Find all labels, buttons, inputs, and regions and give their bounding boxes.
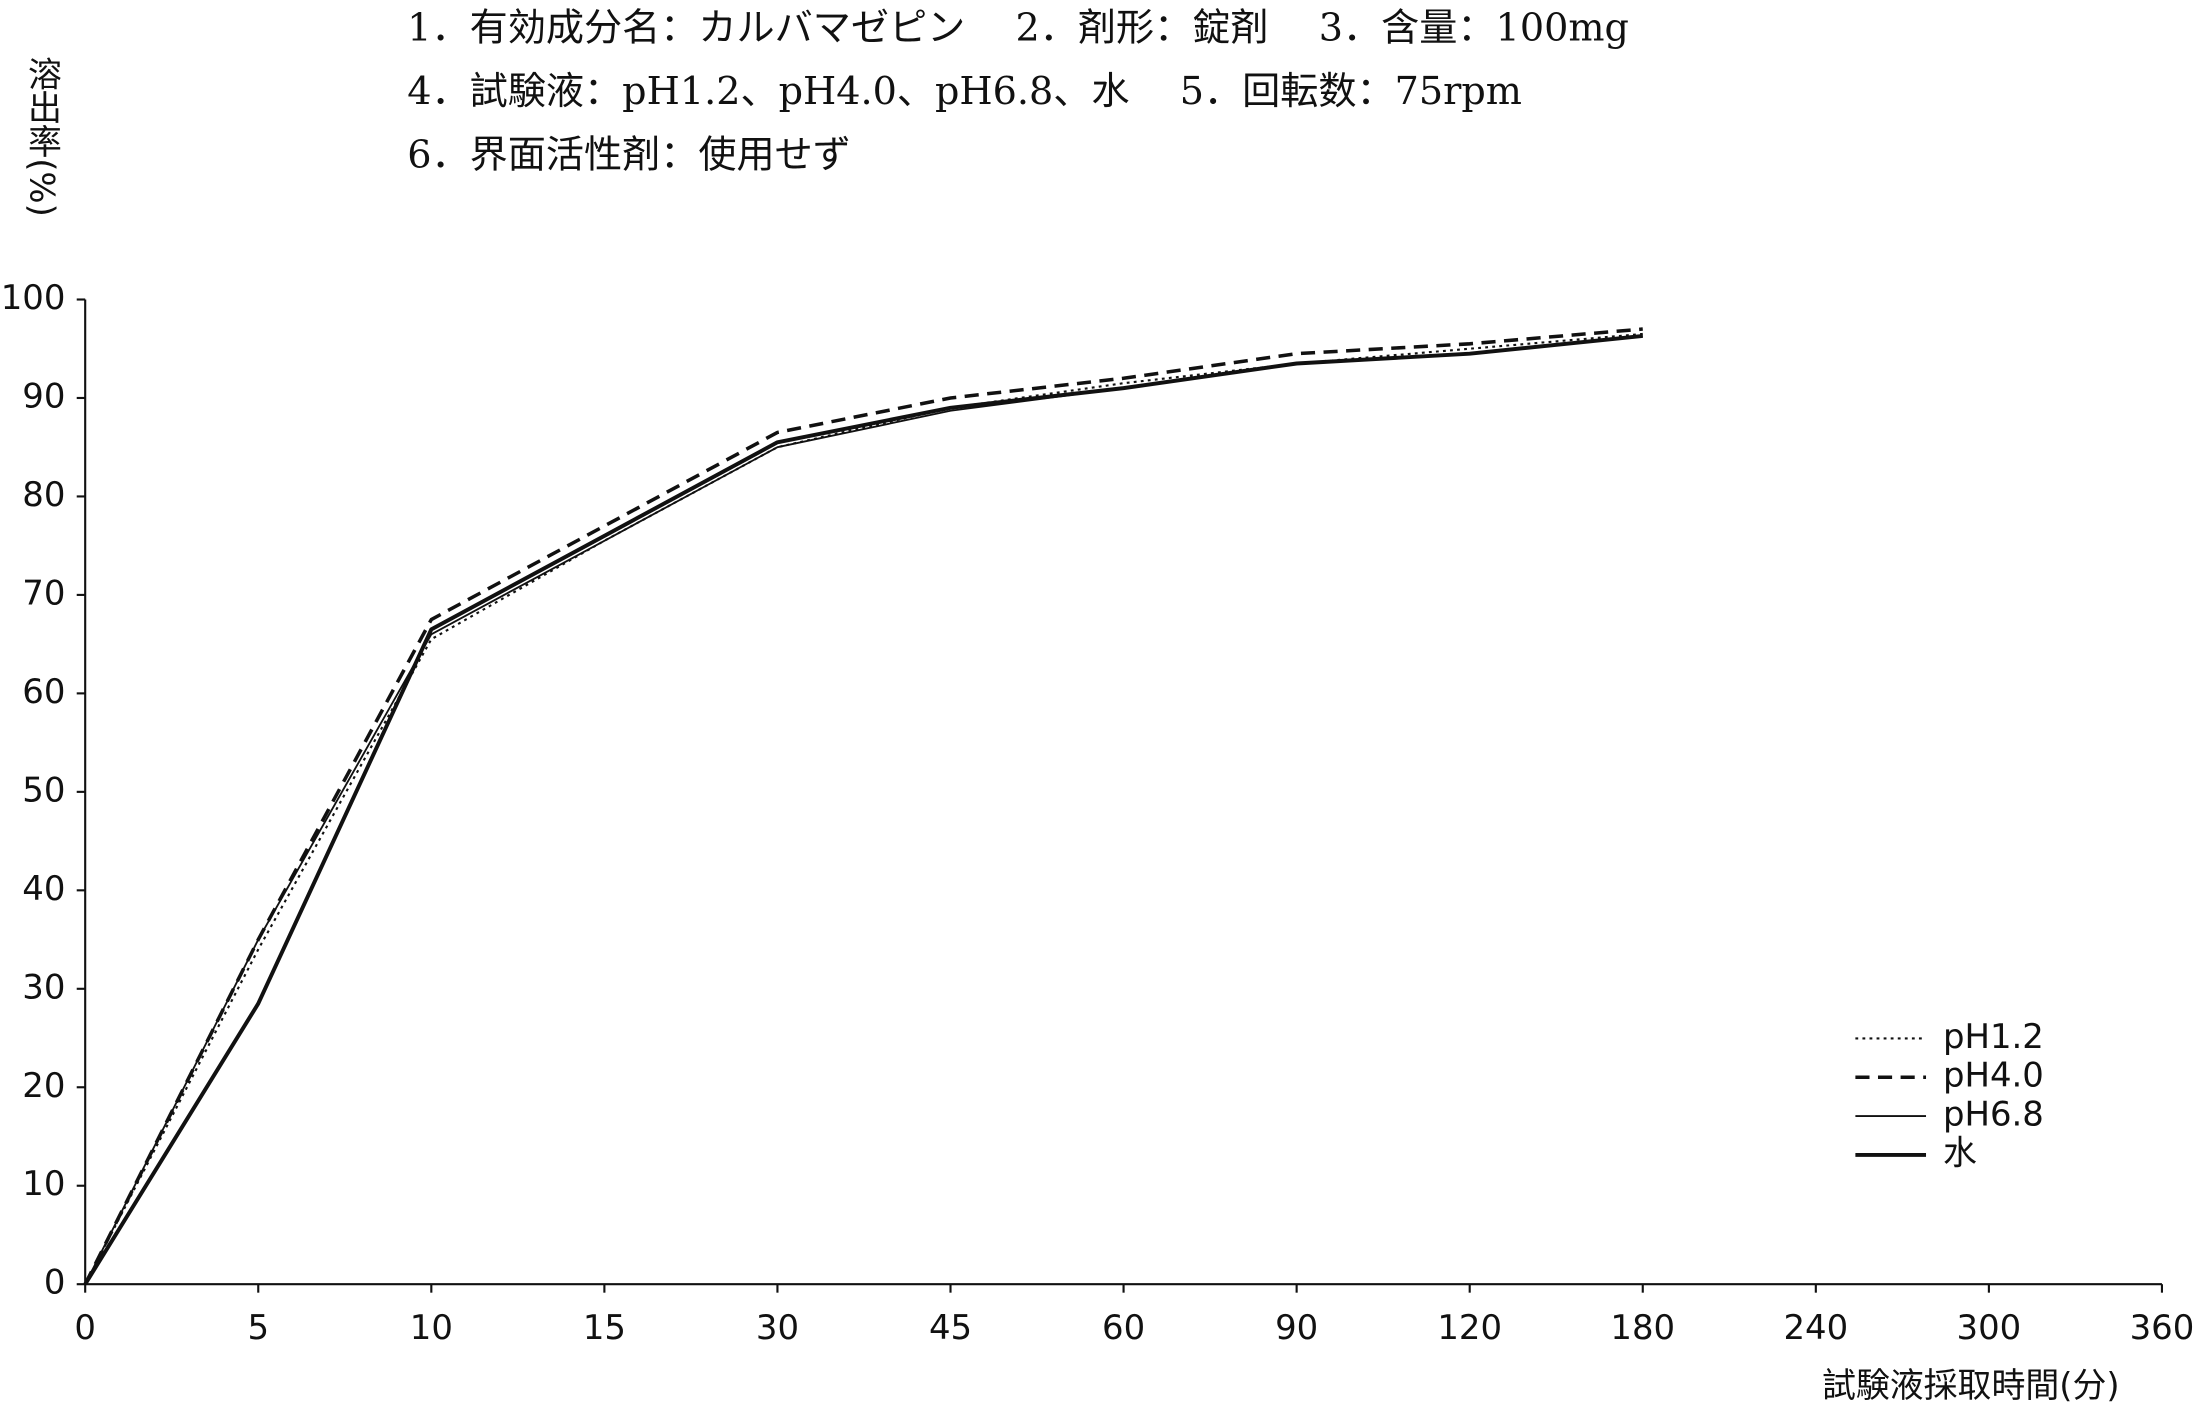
x-tick-label: 300 [1957, 1308, 2022, 1347]
y-tick-label: 20 [22, 1066, 65, 1105]
x-axis-label: 試験液採取時間(分) [1822, 1366, 2120, 1405]
x-tick-label: 45 [929, 1308, 972, 1347]
x-tick-label: 120 [1437, 1308, 1502, 1347]
x-tick-label: 240 [1783, 1308, 1848, 1347]
x-tick-label: 60 [1102, 1308, 1145, 1347]
legend-label: pH4.0 [1943, 1056, 2044, 1095]
chart-title: 6．界面活性剤：使用せず [407, 133, 851, 177]
x-tick-label: 5 [247, 1308, 269, 1347]
data-line [83, 327, 1643, 1285]
legend-label: pH6.8 [1943, 1095, 2044, 1134]
x-tick-label: 90 [1275, 1308, 1318, 1347]
x-tick-label: 15 [583, 1308, 626, 1347]
y-tick-label: 40 [22, 869, 65, 908]
y-tick-label: 50 [22, 770, 65, 809]
data-line [84, 332, 1643, 1285]
x-tick-label: 180 [1610, 1308, 1675, 1347]
x-tick-label: 360 [2130, 1308, 2195, 1347]
data-line [84, 335, 1643, 1285]
y-tick-label: 0 [44, 1263, 66, 1302]
legend-label: 水 [1943, 1133, 1977, 1172]
chart-title: 4．試験液：pH1.2、pH4.0、pH6.8、水 5．回転数：75rpm [407, 69, 1522, 113]
y-tick-label: 10 [22, 1164, 65, 1203]
y-tick-label: 90 [22, 376, 65, 415]
x-tick-label: 10 [410, 1308, 453, 1347]
data-line [83, 333, 1643, 1286]
x-tick-label: 0 [74, 1308, 96, 1347]
y-axis-label: 溶出率(%) [22, 56, 61, 217]
y-tick-label: 30 [22, 967, 65, 1006]
x-tick-label: 30 [756, 1308, 799, 1347]
y-tick-label: 70 [22, 573, 65, 612]
y-tick-label: 100 [1, 278, 66, 317]
y-tick-label: 80 [22, 475, 65, 514]
y-tick-label: 60 [22, 672, 65, 711]
chart-title: 1．有効成分名：カルバマゼピン 2．剤形：錠剤 3．含量：100mg [407, 6, 1629, 50]
legend-label: pH1.2 [1943, 1017, 2044, 1056]
